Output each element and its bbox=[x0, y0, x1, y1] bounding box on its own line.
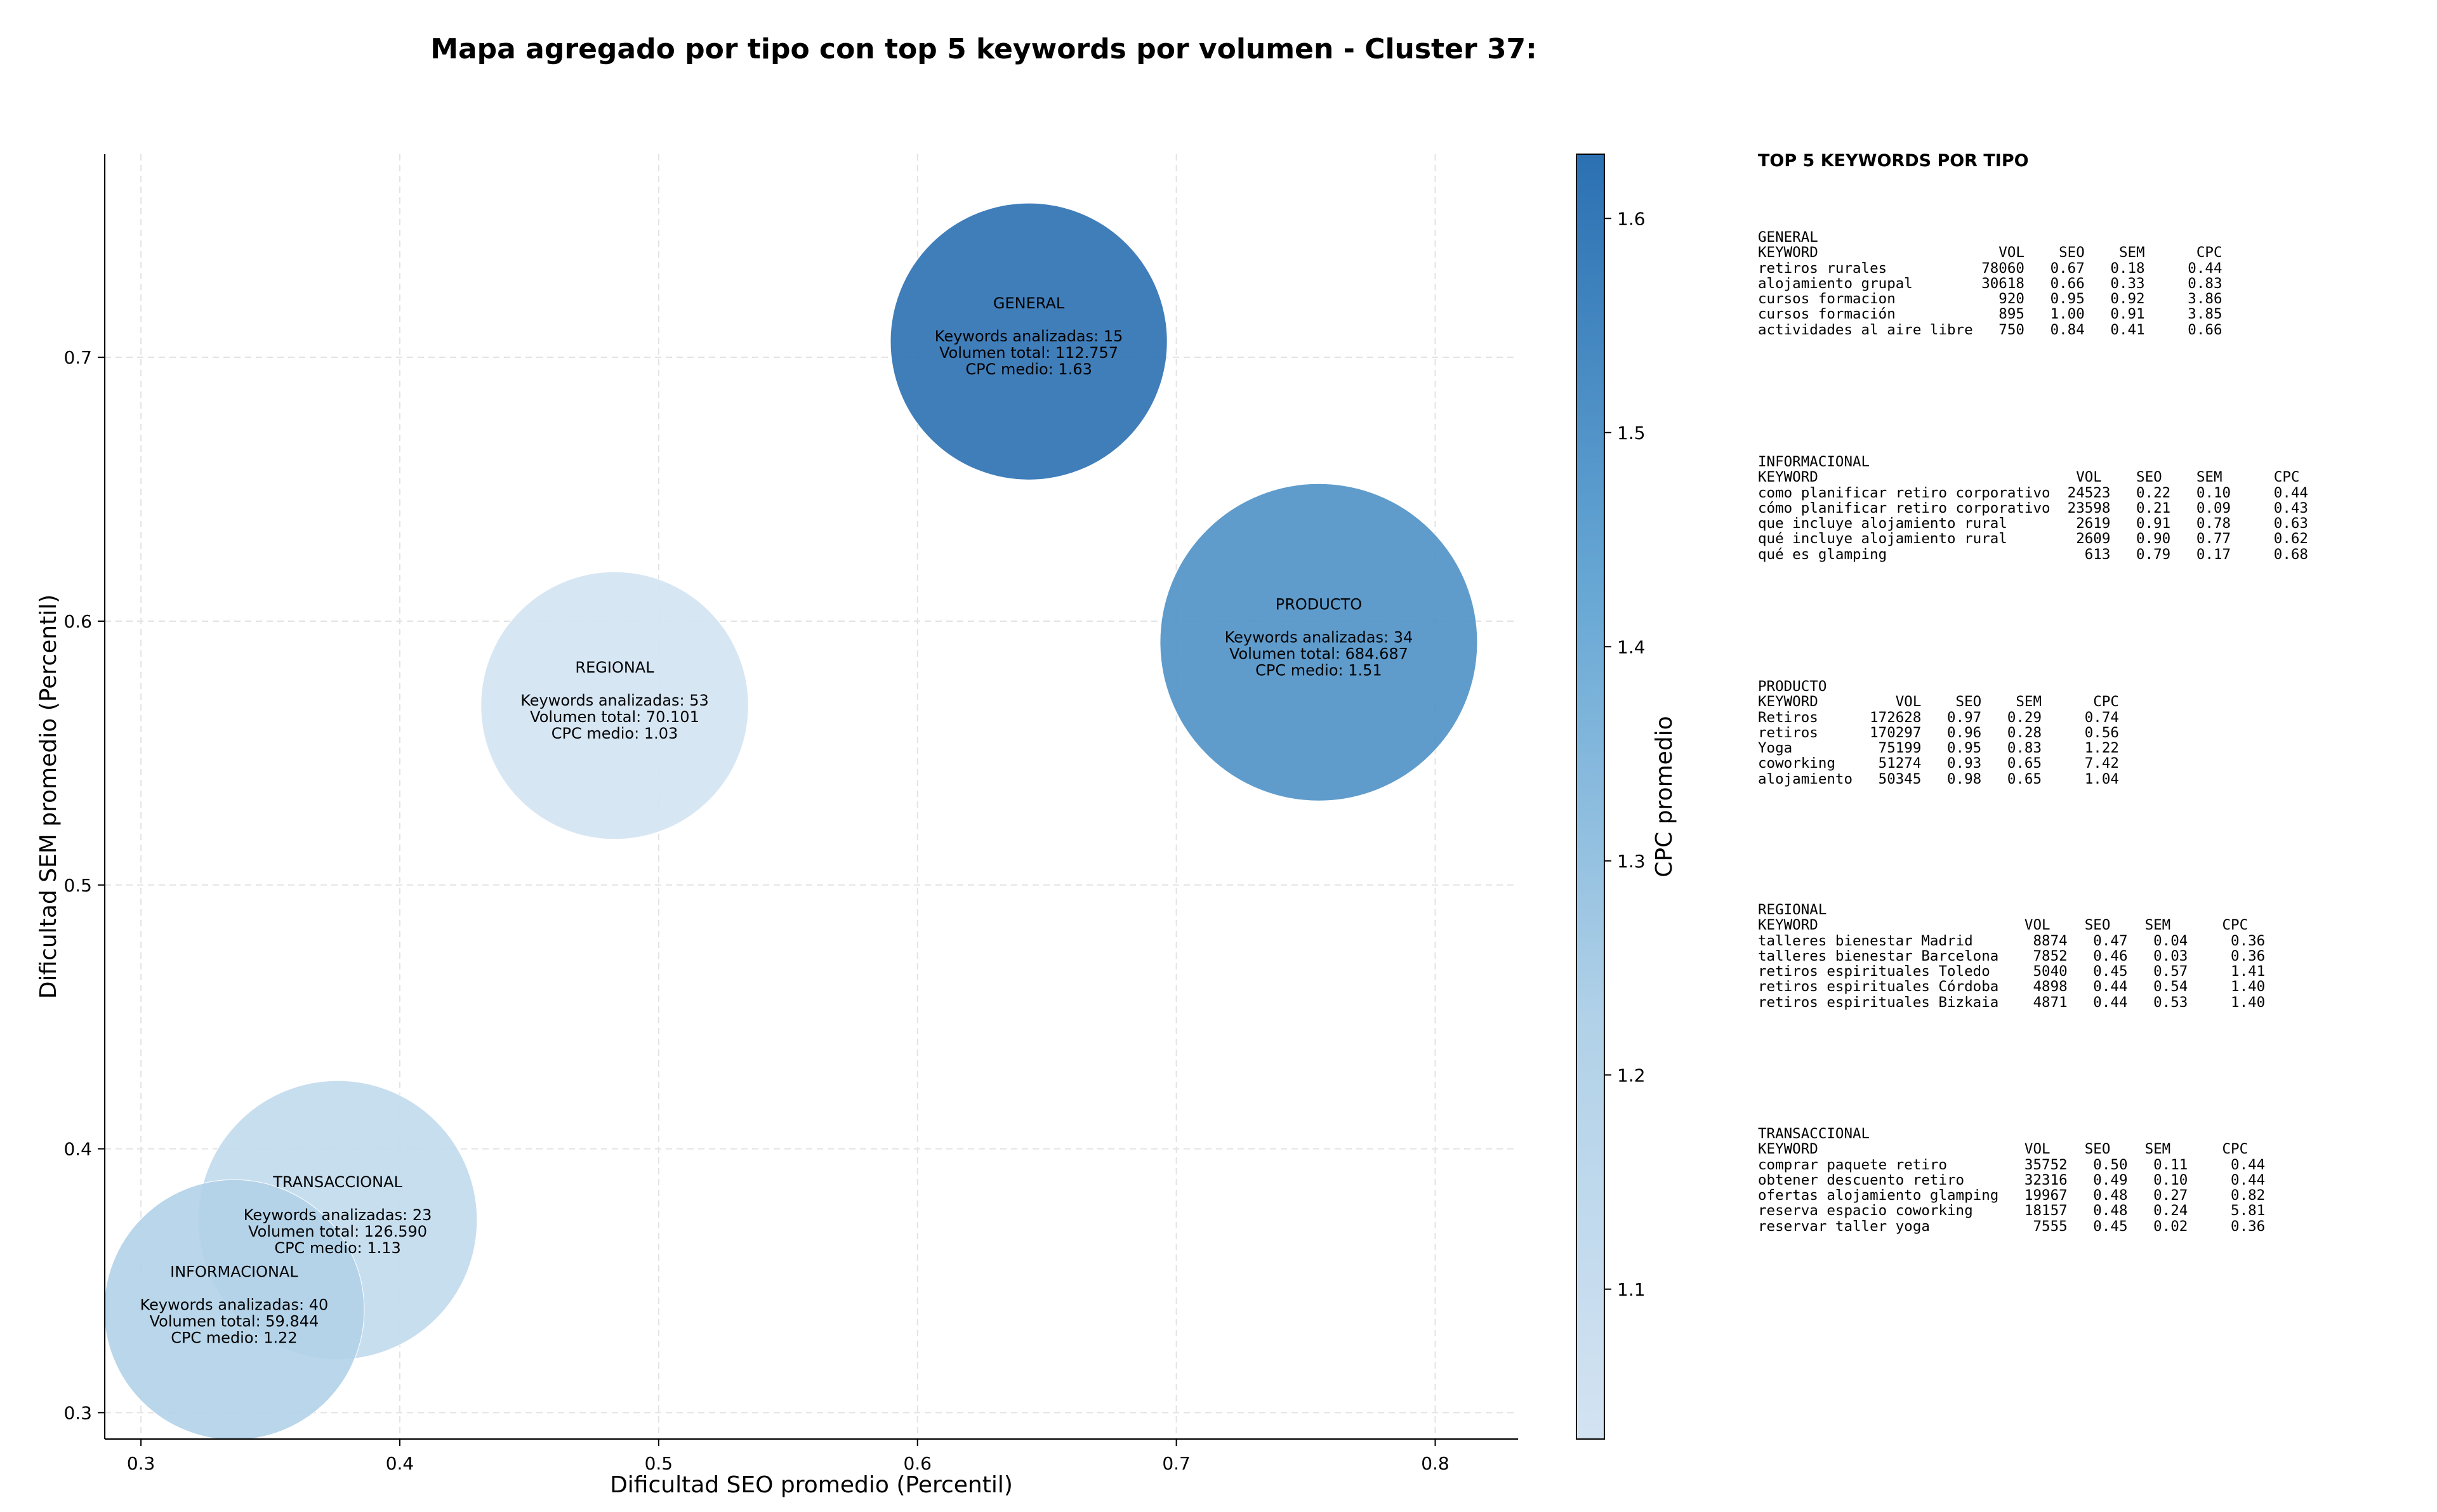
bubble-label-keywords: Keywords analizadas: 15 bbox=[935, 327, 1123, 345]
keyword-table-row: Yoga 75199 0.95 0.83 1.22 bbox=[1758, 740, 2119, 757]
keyword-table-row: reserva espacio coworking 18157 0.48 0.2… bbox=[1758, 1202, 2266, 1219]
keyword-table: REGIONAL KEYWORD VOL SEO SEM CPC talleres … bbox=[1758, 902, 2265, 1010]
keyword-table-title: REGIONAL bbox=[1758, 902, 1827, 918]
bubble-regional bbox=[480, 571, 749, 840]
keyword-table-header: KEYWORD VOL SEO SEM CPC bbox=[1758, 469, 2300, 486]
keyword-table-row: talleres bienestar Madrid 8874 0.47 0.04… bbox=[1758, 932, 2266, 949]
x-tick-label: 0.4 bbox=[386, 1453, 414, 1474]
bubble-label-keywords: Keywords analizadas: 23 bbox=[244, 1206, 432, 1224]
keyword-table-row: talleres bienestar Barcelona 7852 0.46 0… bbox=[1758, 947, 2266, 964]
keyword-table-row: retiros 170297 0.96 0.28 0.56 bbox=[1758, 724, 2119, 741]
colorbar-label: CPC promedio bbox=[1651, 716, 1677, 877]
colorbar: 1.1 1.2 1.3 1.4 1.5 1.6 CPC promedio bbox=[1576, 154, 1677, 1440]
bubble-label-cpc: CPC medio: 1.51 bbox=[1255, 661, 1382, 679]
bubble-label-keywords: Keywords analizadas: 34 bbox=[1225, 628, 1413, 646]
x-tick-label: 0.7 bbox=[1162, 1453, 1191, 1474]
bubble-label-name: TRANSACCIONAL bbox=[272, 1173, 402, 1191]
colorbar-scale bbox=[1576, 154, 1605, 1440]
bubble-label-volume: Volumen total: 684.687 bbox=[1229, 645, 1408, 662]
bubble-label-name: REGIONAL bbox=[575, 659, 654, 676]
keyword-table-title: PRODUCTO bbox=[1758, 678, 1827, 695]
bubble-label-keywords: Keywords analizadas: 53 bbox=[520, 692, 709, 709]
bubble-label-name: GENERAL bbox=[993, 294, 1065, 312]
x-tick-label: 0.8 bbox=[1421, 1453, 1450, 1474]
keyword-panel-title: TOP 5 KEYWORDS POR TIPO bbox=[1758, 151, 2029, 171]
keyword-table-title: GENERAL bbox=[1758, 229, 1818, 246]
bubble-label-cpc: CPC medio: 1.03 bbox=[551, 725, 678, 742]
bubble-label-cpc: CPC medio: 1.13 bbox=[274, 1239, 401, 1257]
x-axis-label: Dificultad SEO promedio (Percentil) bbox=[610, 1472, 1013, 1498]
chart-title: Mapa agregado por tipo con top 5 keyword… bbox=[430, 33, 1537, 65]
bubble-general bbox=[890, 202, 1168, 480]
keyword-table-row: alojamiento 50345 0.98 0.65 1.04 bbox=[1758, 770, 2119, 787]
axes: 0.3 0.4 0.5 0.6 0.7 0.8 0.3 0.4 0.5 0.6 0.7 Dificul… bbox=[36, 154, 1518, 1498]
y-tick-label: 0.5 bbox=[63, 875, 92, 896]
keyword-table-header: KEYWORD VOL SEO SEM CPC bbox=[1758, 694, 2119, 711]
keyword-table-row: que incluye alojamiento rural 2619 0.91 … bbox=[1758, 515, 2308, 532]
keyword-table-row: actividades al aire libre 750 0.84 0.41 … bbox=[1758, 321, 2222, 338]
bubble-producto bbox=[1159, 483, 1478, 801]
keyword-table-row: como planificar retiro corporativo 24523… bbox=[1758, 484, 2308, 501]
y-tick-label: 0.7 bbox=[63, 347, 92, 368]
colorbar-tick-label: 1.1 bbox=[1617, 1279, 1646, 1300]
bubble-label-cpc: CPC medio: 1.22 bbox=[171, 1329, 298, 1346]
keyword-table-row: retiros rurales 78060 0.67 0.18 0.44 bbox=[1758, 260, 2222, 277]
keyword-table: TRANSACCIONAL KEYWORD VOL SEO SEM CPC comp… bbox=[1758, 1126, 2265, 1234]
keyword-table-row: Retiros 172628 0.97 0.29 0.74 bbox=[1758, 709, 2119, 726]
keyword-table: INFORMACIONAL KEYWORD VOL SEO SEM CPC como… bbox=[1758, 454, 2308, 562]
keyword-table-header: KEYWORD VOL SEO SEM CPC bbox=[1758, 917, 2249, 934]
colorbar-tick-label: 1.6 bbox=[1617, 208, 1646, 229]
colorbar-tick-label: 1.5 bbox=[1617, 423, 1646, 444]
keyword-table: GENERAL KEYWORD VOL SEO SEM CPC retiros ru… bbox=[1758, 230, 2222, 338]
keyword-table-row: reservar taller yoga 7555 0.45 0.02 0.36 bbox=[1758, 1218, 2266, 1235]
keyword-table-title: INFORMACIONAL bbox=[1758, 454, 1870, 470]
bubble-label-cpc: CPC medio: 1.63 bbox=[965, 360, 1092, 378]
colorbar-tick-label: 1.4 bbox=[1617, 636, 1646, 657]
bubble-label-keywords: Keywords analizadas: 40 bbox=[140, 1296, 329, 1313]
keyword-table-row: retiros espirituales Córdoba 4898 0.44 0… bbox=[1758, 978, 2266, 996]
y-tick-label: 0.3 bbox=[63, 1402, 92, 1423]
keyword-table-row: qué incluye alojamiento rural 2609 0.90 … bbox=[1758, 530, 2308, 548]
bubble-label-volume: Volumen total: 59.844 bbox=[150, 1312, 319, 1330]
bubble-label-volume: Volumen total: 70.101 bbox=[530, 708, 699, 726]
x-tick-label: 0.3 bbox=[127, 1453, 155, 1474]
keyword-table-row: alojamiento grupal 30618 0.66 0.33 0.83 bbox=[1758, 275, 2222, 292]
bubble-label-name: INFORMACIONAL bbox=[170, 1263, 298, 1280]
y-tick-label: 0.6 bbox=[63, 611, 92, 632]
keyword-table-row: cómo planificar retiro corporativo 23598… bbox=[1758, 499, 2308, 516]
keyword-table: PRODUCTO KEYWORD VOL SEO SEM CPC Retiros 1… bbox=[1758, 679, 2119, 787]
keyword-table-row: qué es glamping 613 0.79 0.17 0.68 bbox=[1758, 546, 2308, 563]
colorbar-tick-label: 1.3 bbox=[1617, 851, 1646, 872]
keyword-table-header: KEYWORD VOL SEO SEM CPC bbox=[1758, 1141, 2249, 1158]
y-tick-label: 0.4 bbox=[63, 1139, 92, 1160]
keyword-table-title: TRANSACCIONAL bbox=[1758, 1126, 1870, 1142]
bubble-label-volume: Volumen total: 112.757 bbox=[939, 344, 1118, 362]
colorbar-tick-label: 1.2 bbox=[1617, 1065, 1646, 1086]
x-tick-label: 0.5 bbox=[645, 1453, 673, 1474]
keyword-table-row: coworking 51274 0.93 0.65 7.42 bbox=[1758, 755, 2119, 772]
keyword-table-row: retiros espirituales Toledo 5040 0.45 0.… bbox=[1758, 963, 2266, 980]
keyword-table-row: ofertas alojamiento glamping 19967 0.48 … bbox=[1758, 1187, 2266, 1204]
keyword-table-row: obtener descuento retiro 32316 0.49 0.10… bbox=[1758, 1171, 2266, 1188]
bubble-label-name: PRODUCTO bbox=[1276, 595, 1362, 613]
x-tick-label: 0.6 bbox=[903, 1453, 932, 1474]
bubbles bbox=[103, 202, 1478, 1440]
keyword-table-row: cursos formacion 920 0.95 0.92 3.86 bbox=[1758, 291, 2222, 308]
bubble-label-volume: Volumen total: 126.590 bbox=[248, 1223, 427, 1240]
y-axis-label: Dificultad SEM promedio (Percentil) bbox=[36, 595, 62, 999]
keyword-table-row: retiros espirituales Bizkaia 4871 0.44 0… bbox=[1758, 994, 2266, 1011]
keyword-table-row: comprar paquete retiro 35752 0.50 0.11 0… bbox=[1758, 1156, 2266, 1173]
keyword-table-row: cursos formación 895 1.00 0.91 3.85 bbox=[1758, 306, 2222, 323]
keyword-table-header: KEYWORD VOL SEO SEM CPC bbox=[1758, 244, 2222, 261]
